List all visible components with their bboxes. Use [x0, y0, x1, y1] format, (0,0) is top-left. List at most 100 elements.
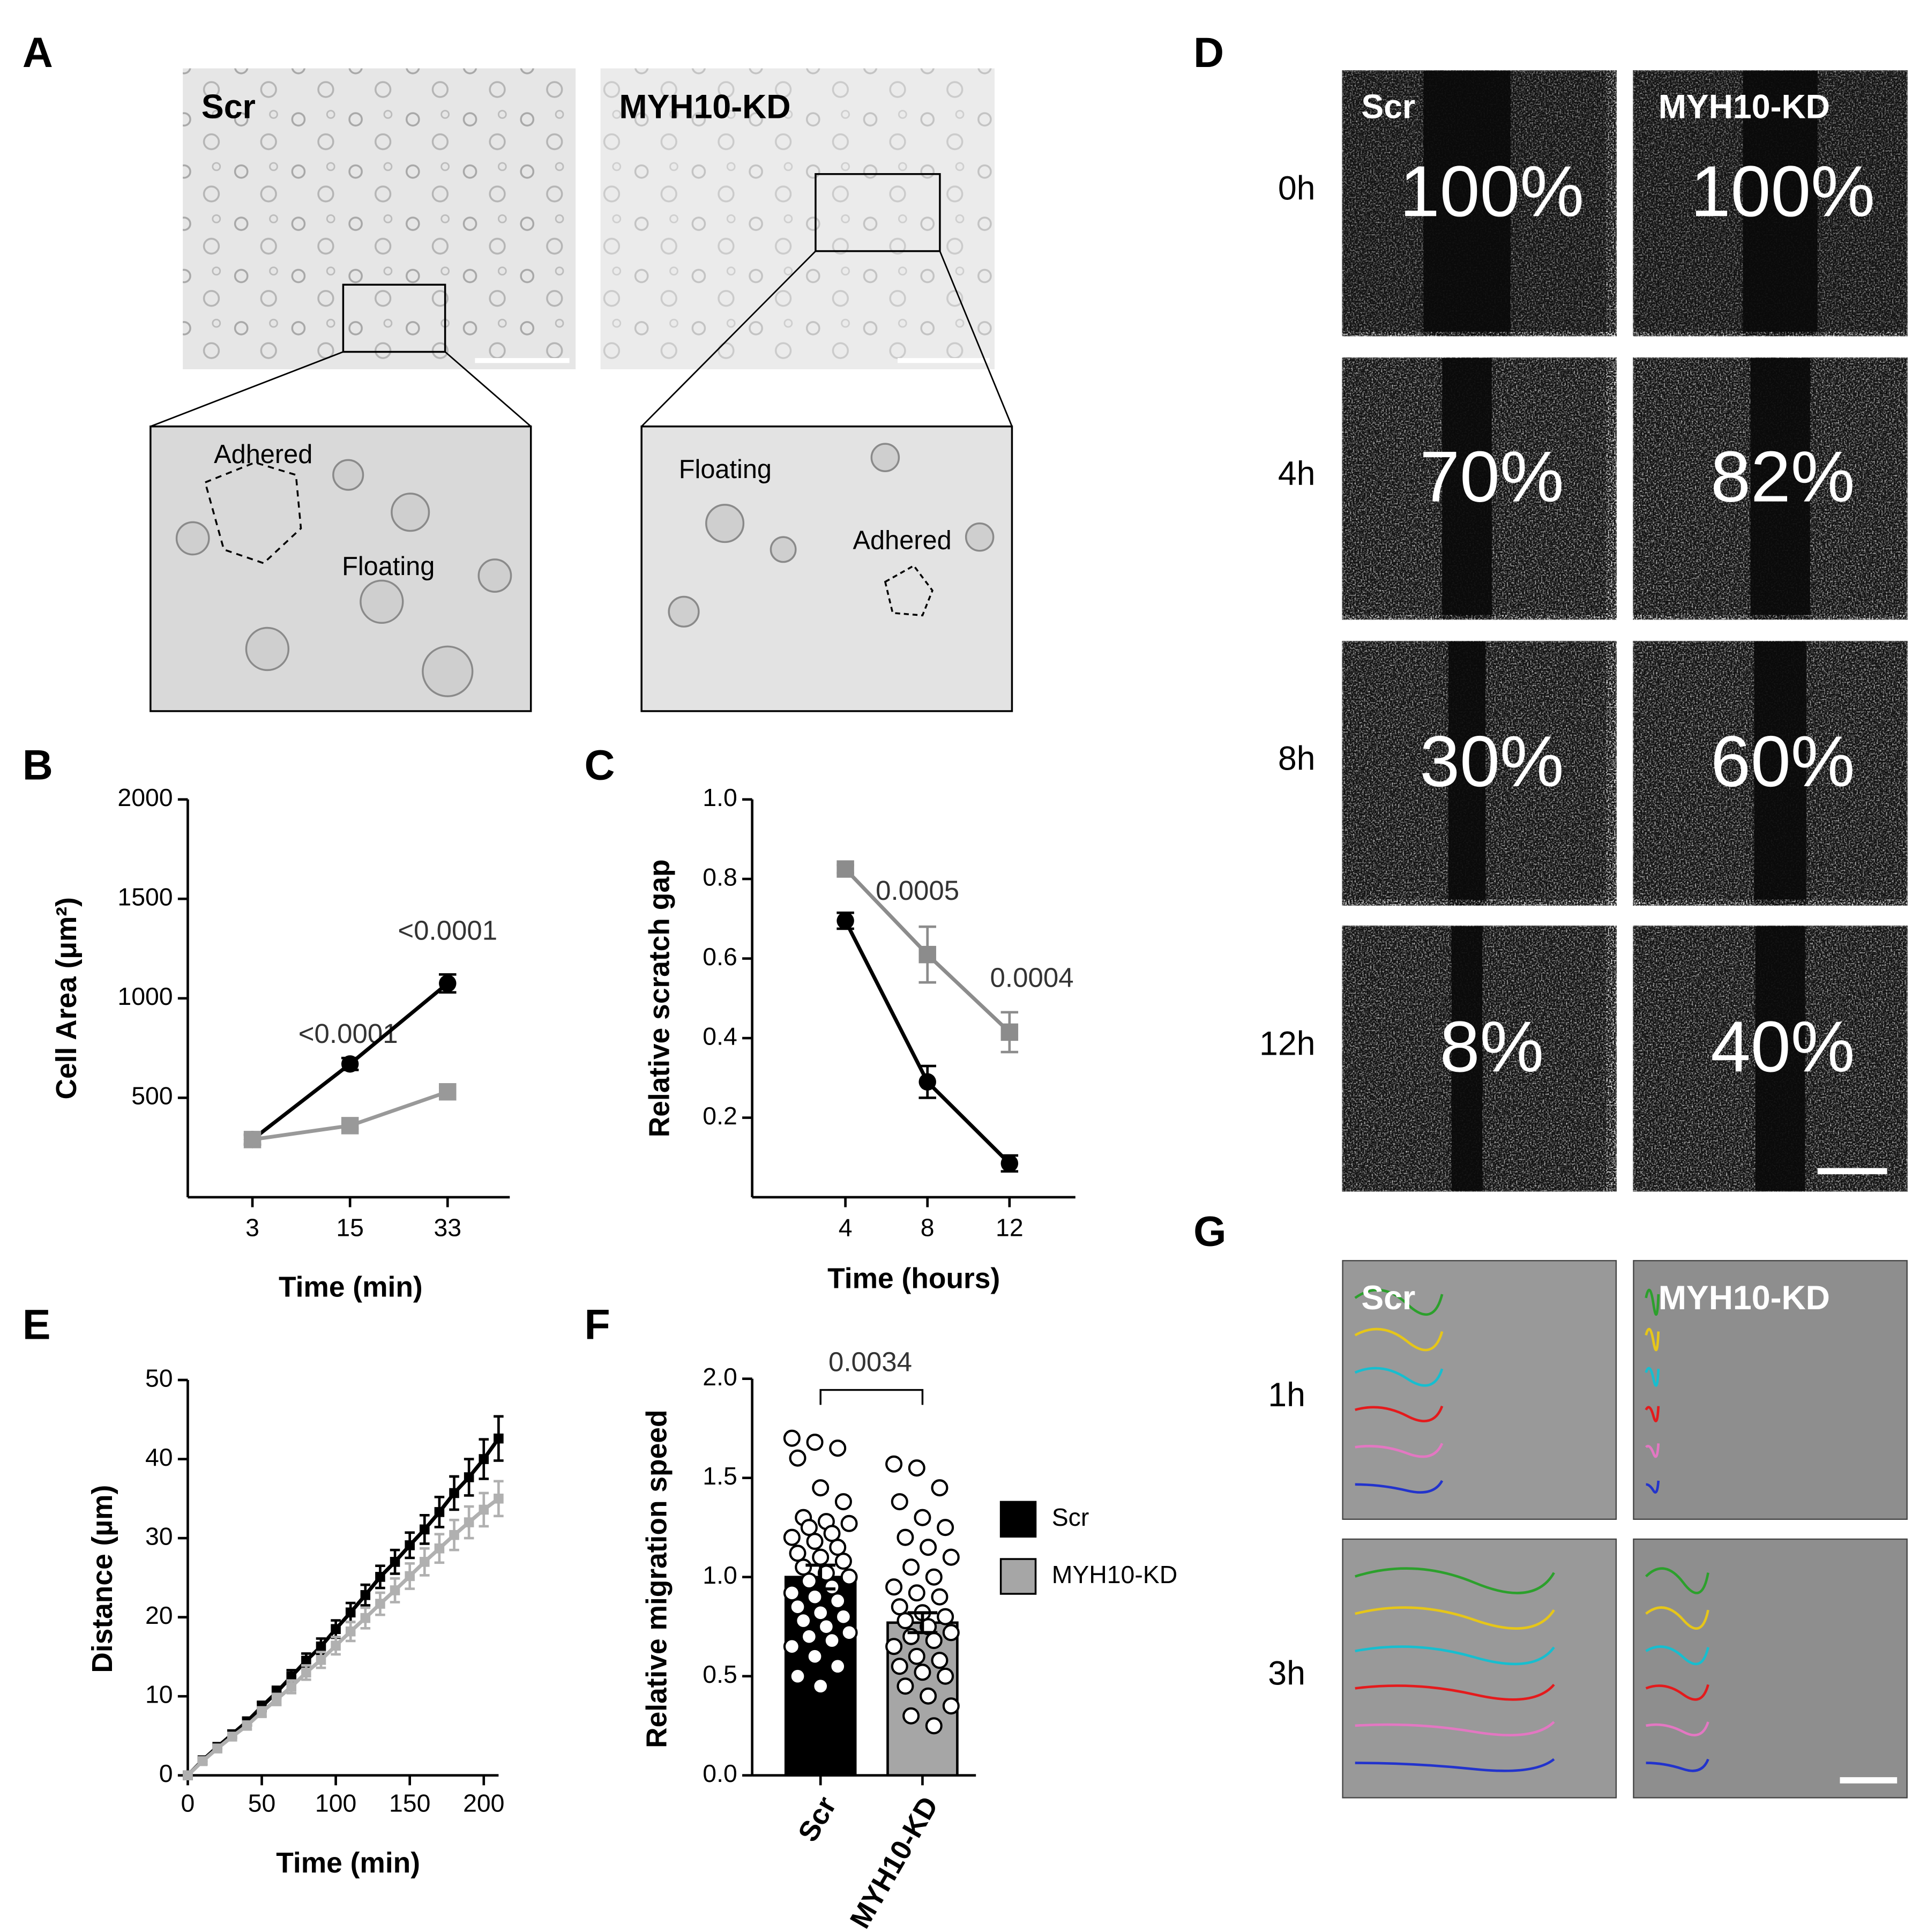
y-tick-label: 1500 — [117, 883, 173, 911]
marker — [405, 1540, 415, 1550]
micrograph — [1633, 1260, 1908, 1520]
cell-track — [1646, 1721, 1709, 1737]
marker — [1000, 1154, 1019, 1173]
marker — [316, 1655, 326, 1665]
panel-letter: D — [1193, 29, 1224, 76]
marker — [434, 1543, 445, 1554]
marker — [836, 860, 854, 878]
annotation: 0.0034 — [828, 1346, 912, 1377]
scratch-gap — [1451, 926, 1483, 1191]
data-point — [925, 1632, 943, 1650]
series-line — [186, 1437, 501, 1777]
image-label: MYH10-KD — [1659, 1279, 1830, 1317]
annotation: <0.0001 — [298, 1018, 398, 1049]
data-point — [829, 1592, 847, 1610]
marker — [918, 945, 936, 964]
y-axis-label: Relative migration speed — [641, 1409, 673, 1748]
scratch-gap — [1423, 71, 1511, 336]
marker — [449, 1530, 459, 1540]
data-point — [942, 1624, 960, 1642]
data-point — [800, 1572, 818, 1590]
data-point — [937, 1519, 954, 1536]
data-point — [783, 1638, 801, 1655]
cell-track — [1645, 1684, 1709, 1701]
zoom-box — [815, 173, 941, 252]
y-tick-label: 0.0 — [703, 1759, 737, 1787]
data-point — [783, 1528, 801, 1546]
data-point — [908, 1584, 925, 1602]
error-bar — [805, 1563, 836, 1591]
panel-g: G 1h 3h Scr MYH10-KD — [1193, 1207, 1908, 1799]
data-point — [806, 1533, 824, 1550]
y-axis-label: Relative scratch gap — [644, 859, 675, 1137]
cell-label: Floating — [679, 455, 772, 484]
marker — [301, 1655, 311, 1666]
data-point — [823, 1578, 841, 1596]
marker — [439, 1083, 457, 1101]
data-point — [937, 1667, 954, 1685]
cell-label: Floating — [342, 552, 435, 581]
gap-closure: 60% — [1711, 721, 1855, 802]
data-point — [783, 1429, 801, 1447]
data-point — [789, 1598, 806, 1616]
data-point — [840, 1515, 858, 1532]
chart: C 0.2 0.4 0.6 0.8 1.0 4 8 12 Time (hours) Relative… — [584, 741, 1075, 1295]
cell-track — [1645, 1288, 1660, 1316]
row-label: 4h — [1278, 455, 1316, 493]
gap-closure: 8% — [1440, 1006, 1544, 1087]
series-line — [186, 1497, 500, 1777]
marker — [360, 1613, 371, 1623]
cell-track — [1355, 1480, 1444, 1494]
y-tick-label: 500 — [131, 1082, 173, 1110]
marker — [316, 1641, 326, 1652]
x-axis-label: Time (hours) — [827, 1263, 1000, 1295]
y-axis-label: Distance (µm) — [87, 1485, 118, 1673]
y-tick-label: 1000 — [117, 982, 173, 1010]
data-point — [920, 1687, 937, 1705]
data-point — [817, 1618, 835, 1636]
marker — [360, 1590, 371, 1600]
marker — [420, 1557, 430, 1567]
marker — [494, 1494, 504, 1504]
chart: E 0 10 20 30 40 50 0 50 100 150 200 Time (min) Distan… — [23, 1301, 505, 1878]
data-point — [908, 1459, 925, 1477]
outline — [884, 564, 933, 617]
legend-label: Scr — [1052, 1503, 1089, 1531]
marker — [479, 1504, 489, 1515]
row-label: 1h — [1268, 1376, 1305, 1414]
data-point — [789, 1667, 806, 1685]
cell-track — [1645, 1406, 1660, 1422]
outline — [204, 461, 302, 564]
y-tick-label: 2000 — [117, 784, 173, 811]
x-axis-label: Time (min) — [279, 1272, 423, 1303]
legend-swatch — [999, 1501, 1037, 1538]
row-label: 3h — [1268, 1655, 1305, 1692]
y-tick-label: 1.0 — [703, 784, 737, 811]
cell-track — [1354, 1367, 1444, 1387]
marker — [439, 974, 457, 993]
data-point — [795, 1612, 812, 1630]
data-point — [914, 1664, 931, 1681]
data-point — [795, 1558, 812, 1576]
image-label: MYH10-KD — [1659, 88, 1830, 126]
data-point — [812, 1548, 830, 1566]
data-point — [812, 1604, 830, 1622]
zoom-line — [150, 250, 1013, 427]
data-point — [885, 1455, 903, 1473]
data-point — [902, 1707, 920, 1725]
micrograph — [1342, 1538, 1617, 1799]
data-point — [885, 1638, 903, 1655]
data-point — [806, 1434, 824, 1451]
marker — [449, 1488, 459, 1498]
data-point — [891, 1658, 908, 1675]
legend-swatch — [999, 1558, 1037, 1595]
marker — [197, 1756, 208, 1766]
y-tick-label: 2.0 — [703, 1363, 737, 1391]
cell-label: Adhered — [214, 440, 312, 469]
x-tick-label: 0 — [181, 1789, 195, 1817]
marker — [375, 1599, 385, 1609]
data-point — [800, 1628, 818, 1645]
data-point — [789, 1449, 806, 1467]
